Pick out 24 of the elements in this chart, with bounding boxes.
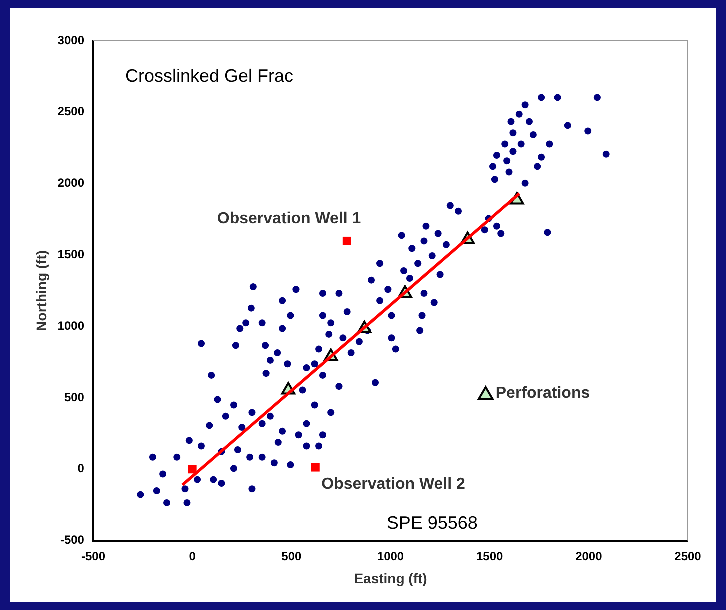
x-tick-label: 500 <box>282 549 302 564</box>
x-tick-label: 1500 <box>476 549 504 564</box>
y-tick-label: 3000 <box>58 33 85 48</box>
x-axis-title: Easting (ft) <box>354 570 428 586</box>
y-tick-label: 2500 <box>58 104 85 119</box>
x-tick-label: -500 <box>81 549 106 564</box>
y-tick-label: 0 <box>78 462 85 476</box>
x-tick-label: 0 <box>189 549 196 564</box>
y-tick-label: 1000 <box>58 318 85 333</box>
point <box>188 465 197 474</box>
annotation: Observation Well 1 <box>217 210 362 228</box>
x-tick-label: 2000 <box>576 549 603 564</box>
x-tick-label: 2500 <box>674 549 702 564</box>
y-tick-label: 2000 <box>58 176 85 190</box>
legend-label: Perforations <box>496 384 590 402</box>
y-tick-label: -500 <box>60 533 85 548</box>
y-tick-label: 500 <box>64 390 85 404</box>
x-tick-label: 1000 <box>377 549 404 564</box>
annotation: Observation Well 2 <box>322 476 466 493</box>
text: Crosslinked Gel Frac <box>125 66 294 86</box>
y-axis-title: Northing (ft) <box>33 250 50 332</box>
y-tick-label: 1500 <box>58 248 85 262</box>
point <box>311 463 320 472</box>
annotation: SPE 95568 <box>386 512 478 533</box>
